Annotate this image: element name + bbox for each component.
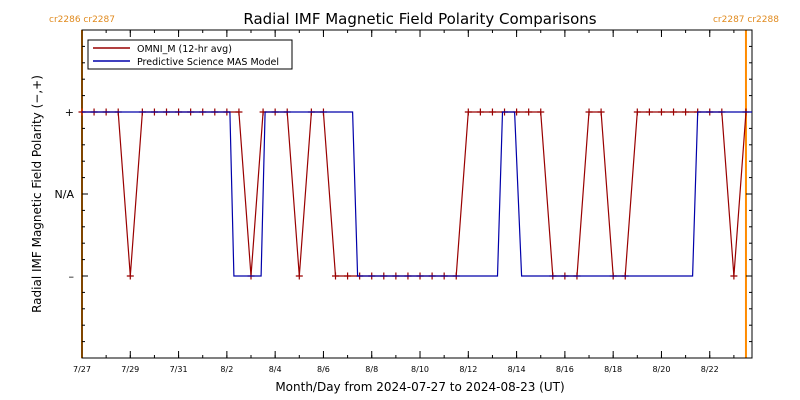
x-tick-label: 8/12 (459, 365, 477, 374)
data-point (645, 108, 653, 116)
series-line-1 (82, 111, 752, 277)
x-tick-label: 8/2 (220, 365, 233, 374)
x-tick-label: 8/6 (317, 365, 330, 374)
data-point (633, 108, 641, 116)
data-point (525, 108, 533, 116)
x-tick-label: 8/14 (508, 365, 526, 374)
chart-title: Radial IMF Magnetic Field Polarity Compa… (243, 10, 596, 28)
x-tick-label: 8/22 (701, 365, 719, 374)
legend-box (87, 39, 293, 70)
series-line-0 (82, 111, 747, 277)
x-tick-label: 7/27 (73, 365, 91, 374)
data-point (585, 108, 593, 116)
y-axis-label: Radial IMF Magnetic Field Polarity (−,+) (30, 75, 44, 313)
x-tick-label: 8/10 (411, 365, 429, 374)
data-point (126, 272, 134, 280)
carrington-label: cr2287 cr2288 (713, 15, 779, 25)
data-point (670, 108, 678, 116)
data-point (344, 272, 352, 280)
x-tick-label: 7/31 (170, 365, 188, 374)
carrington-label: cr2286 cr2287 (49, 15, 115, 25)
series-layer (78, 108, 752, 280)
data-point (537, 108, 545, 116)
data-point (597, 108, 605, 116)
legend-label-omni: OMNI_M (12-hr avg) (137, 44, 232, 55)
x-axis: 7/27 7/29 7/31 8/2 8/4 8/6 8/8 8/10 8/12 8/14 8/16… (73, 30, 735, 374)
y-tick-label: – (69, 270, 75, 283)
data-point (235, 108, 243, 116)
data-point (295, 272, 303, 280)
x-tick-label: 8/20 (652, 365, 670, 374)
data-point (464, 108, 472, 116)
x-tick-label: 8/4 (269, 365, 282, 374)
y-tick-label: N/A (55, 188, 75, 201)
data-point (488, 108, 496, 116)
data-point (682, 108, 690, 116)
x-axis-label: Month/Day from 2024-07-27 to 2024-08-23 … (275, 380, 564, 394)
plot-frame (81, 29, 753, 359)
data-point (332, 272, 340, 280)
x-tick-label: 7/29 (121, 365, 139, 374)
y-tick-label: + (65, 106, 74, 119)
data-point (476, 108, 484, 116)
x-tick-label: 8/8 (365, 365, 378, 374)
y-axis: + N/A – (55, 29, 752, 359)
x-tick-label: 8/16 (556, 365, 574, 374)
data-point (657, 108, 665, 116)
data-point (730, 272, 738, 280)
legend: OMNI_M (12-hr avg) Predictive Science MA… (87, 39, 293, 70)
x-tick-label: 8/18 (604, 365, 622, 374)
legend-label-mas: Predictive Science MAS Model (137, 57, 279, 68)
